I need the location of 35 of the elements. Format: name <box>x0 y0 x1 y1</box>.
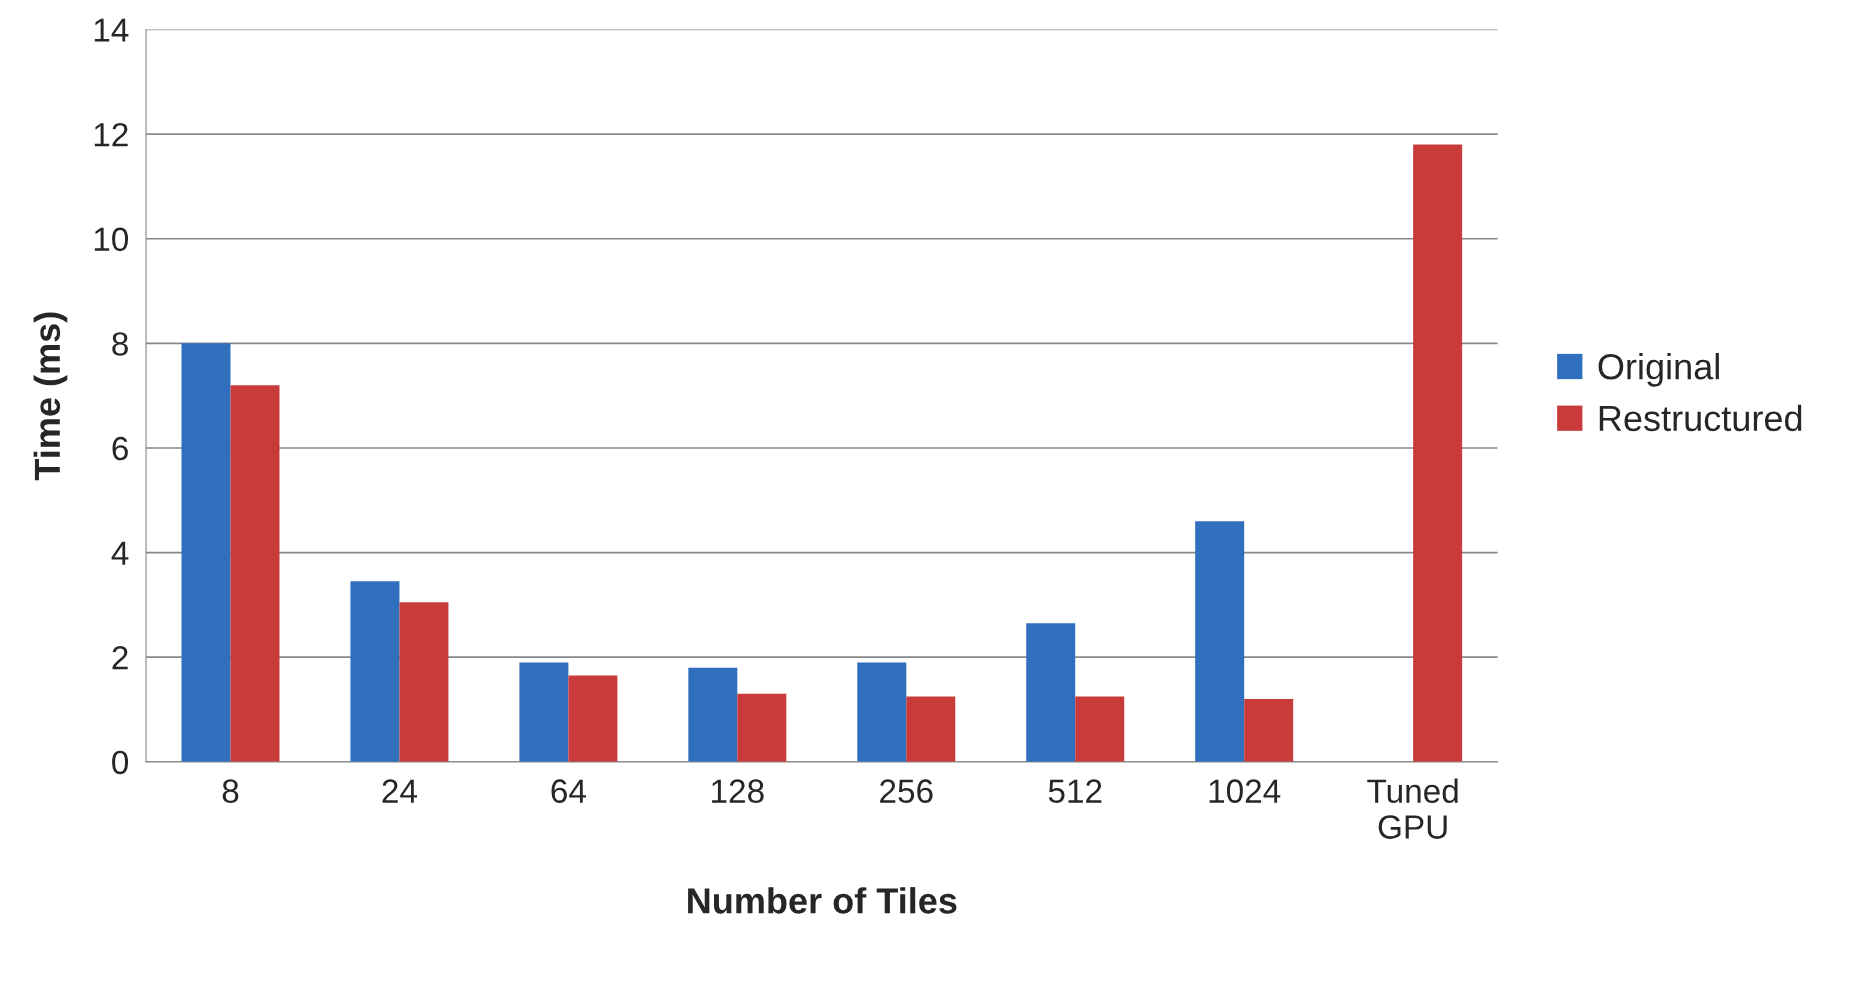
x-tick-label: 8 <box>222 779 239 803</box>
bar <box>519 662 569 762</box>
x-tick-label: 24 <box>382 779 417 803</box>
x-tick-label: 128 <box>712 779 764 803</box>
x-tick-label: 64 <box>551 779 586 803</box>
bar <box>399 602 449 762</box>
y-tick-label: 12 <box>94 122 128 147</box>
bar <box>688 667 738 762</box>
y-tick-label: 0 <box>112 750 129 775</box>
y-tick-label: 8 <box>112 332 128 356</box>
y-tick-label: 10 <box>94 227 129 252</box>
bar <box>230 385 280 762</box>
bar <box>906 696 956 762</box>
y-axis-title: Time (ms) <box>33 312 68 481</box>
bar <box>1413 144 1463 762</box>
x-tick-label: 512 <box>1048 779 1102 803</box>
y-tick-label: 6 <box>112 436 128 461</box>
x-tick-label: Tuned GPU <box>1367 778 1458 839</box>
bar <box>181 343 231 762</box>
bar <box>350 581 400 762</box>
bar <box>1075 696 1125 762</box>
bar <box>568 675 618 762</box>
x-tick-label: 1024 <box>1209 779 1281 803</box>
x-tick-label: 256 <box>880 779 933 803</box>
legend-label: Original <box>1598 352 1719 387</box>
x-axis-title: Number of Tiles <box>688 887 957 914</box>
bar <box>857 662 907 762</box>
bar <box>1195 521 1245 762</box>
y-tick-label: 4 <box>111 541 129 565</box>
y-tick-label: 14 <box>94 18 129 42</box>
bar <box>1026 623 1076 762</box>
legend-label: Restructured <box>1599 404 1802 432</box>
bar <box>737 693 787 762</box>
bar <box>1244 699 1294 762</box>
y-tick-label: 2 <box>112 646 128 670</box>
